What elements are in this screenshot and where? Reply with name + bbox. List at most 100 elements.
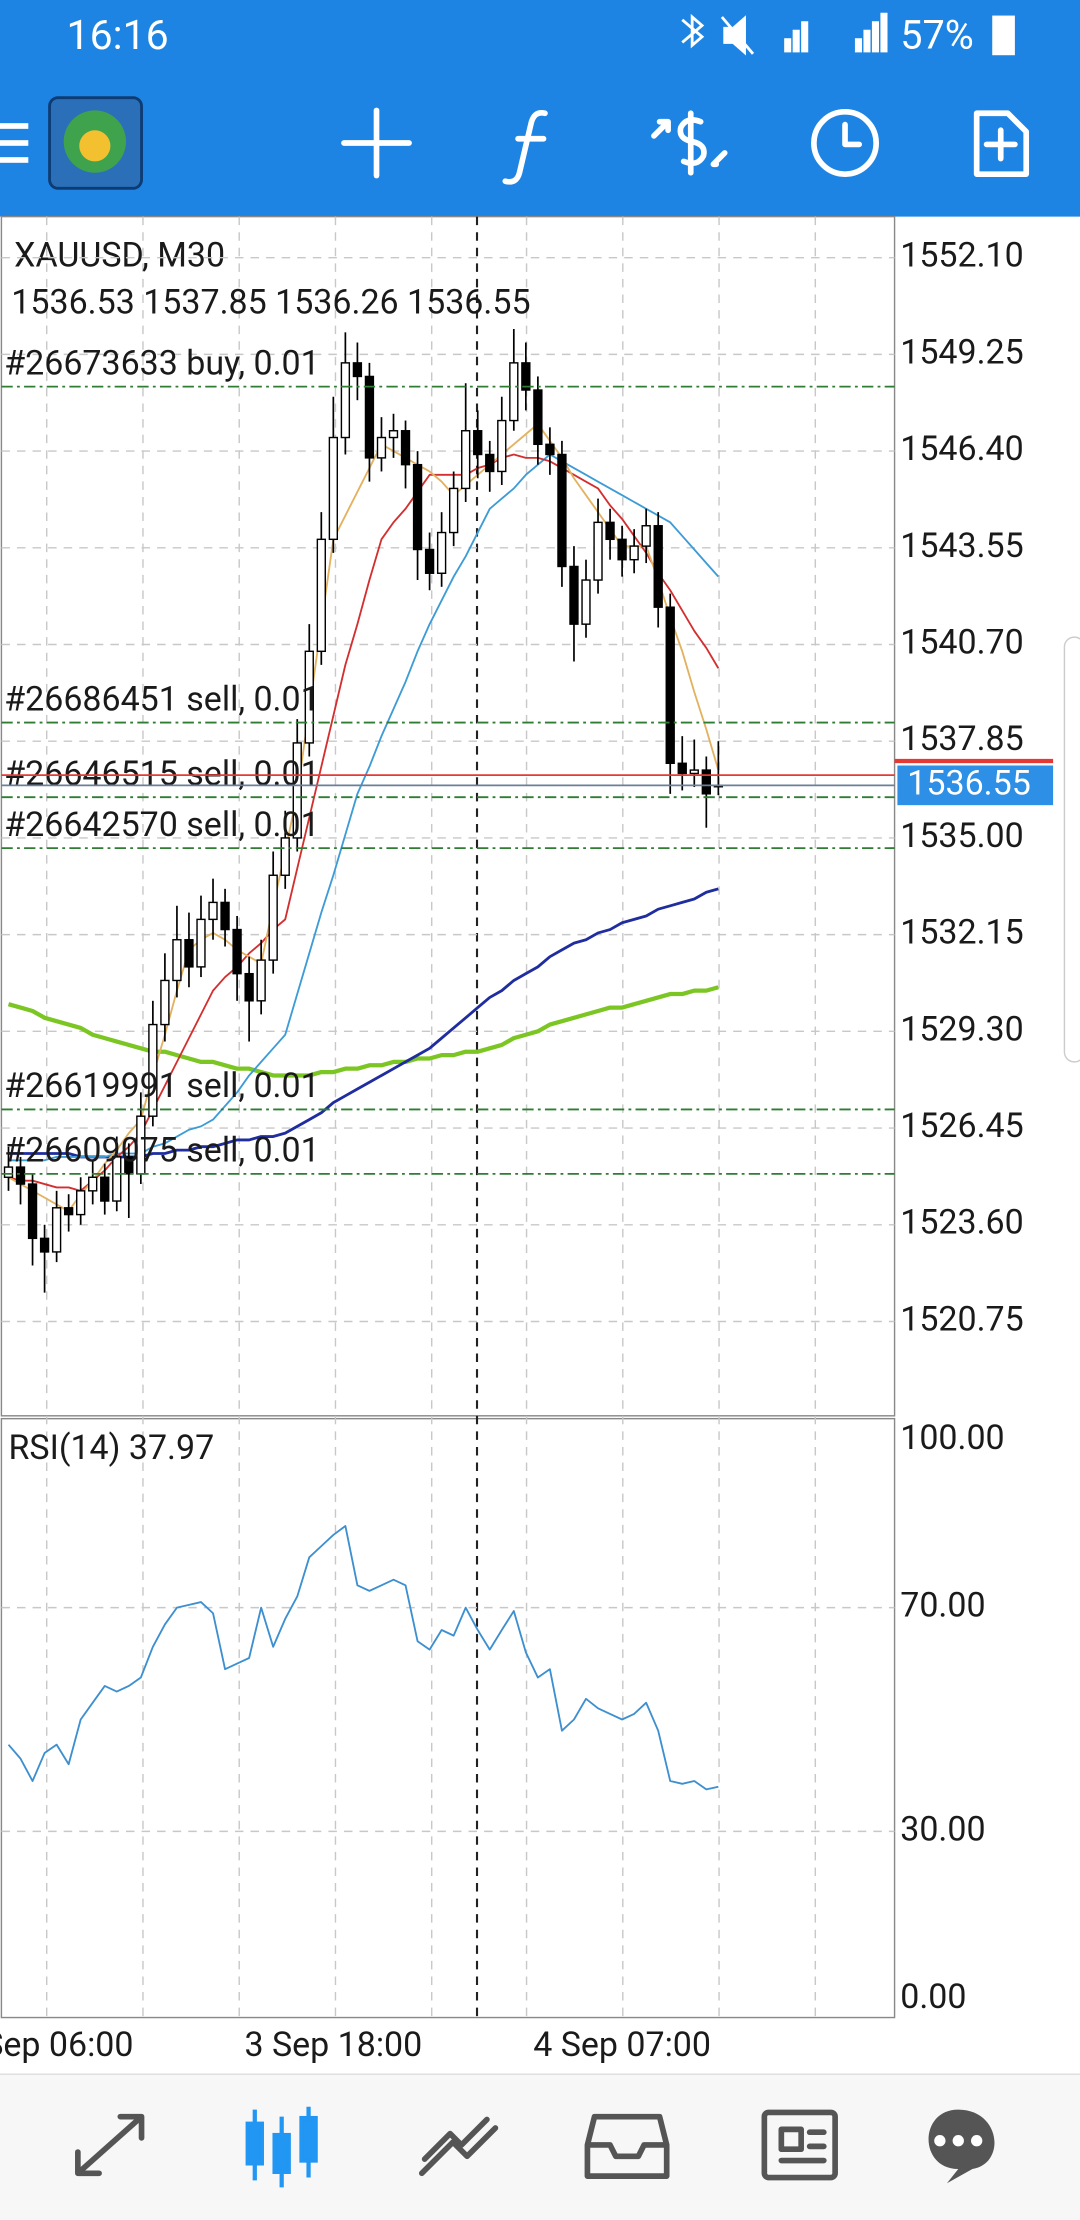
candle-body xyxy=(232,928,242,975)
chart-title: XAUUSD, M30 xyxy=(14,236,225,276)
candle-body xyxy=(677,762,687,775)
candle-body xyxy=(641,525,651,547)
indicator-line xyxy=(8,423,720,1213)
menu-button[interactable] xyxy=(0,123,29,163)
price-pane xyxy=(0,215,896,1417)
candle-body xyxy=(485,453,495,473)
trade-button[interactable] xyxy=(651,110,728,176)
status-icons xyxy=(681,12,1015,56)
y-tick-label: 30.00 xyxy=(900,1809,985,1849)
candle-body xyxy=(352,362,363,378)
y-tick-label: 1549.25 xyxy=(900,332,1024,372)
candle-body xyxy=(629,545,639,561)
candle-body xyxy=(376,436,387,459)
candle-body xyxy=(208,901,218,921)
candle-body xyxy=(148,1023,158,1117)
y-tick-label: 0.00 xyxy=(900,1977,966,2017)
candle-body xyxy=(15,1166,26,1185)
indicator-line xyxy=(7,985,719,1078)
candle-body xyxy=(184,939,194,968)
app-logo[interactable] xyxy=(48,96,143,190)
candle-body xyxy=(27,1183,38,1240)
indicator-line xyxy=(8,453,720,1162)
candle-body xyxy=(316,538,326,653)
candle-body xyxy=(51,1207,62,1253)
y-tick-label: 1529.30 xyxy=(900,1009,1024,1049)
candle-body xyxy=(581,579,591,625)
candle-body xyxy=(509,362,519,422)
candle-body xyxy=(617,538,627,561)
candle-body xyxy=(304,650,314,744)
order-label: #26619991 sell, 0.01 xyxy=(4,1066,319,1106)
indicators-button[interactable] xyxy=(502,109,548,185)
candle-body xyxy=(280,837,290,876)
candle-body xyxy=(220,901,230,931)
quotes-tab[interactable] xyxy=(75,2113,145,2177)
candle-body xyxy=(412,463,423,551)
candle-body xyxy=(436,531,447,574)
chat-tab[interactable] xyxy=(928,2109,995,2184)
candle-body xyxy=(665,606,675,764)
candle-body xyxy=(593,521,603,581)
rsi-title: RSI(14) 37.97 xyxy=(8,1428,214,1468)
candle-body xyxy=(63,1207,74,1216)
y-tick-label: 1523.60 xyxy=(900,1203,1024,1243)
x-tick-label: 4 Sep 07:00 xyxy=(533,2025,711,2065)
candle-body xyxy=(88,1176,98,1192)
candle-body xyxy=(340,362,351,439)
y-tick-label: 1540.70 xyxy=(900,622,1024,662)
candle-body xyxy=(569,565,579,625)
candle-body xyxy=(256,959,266,1002)
candle-body xyxy=(76,1190,86,1216)
candle-body xyxy=(3,1166,14,1178)
bottom-nav xyxy=(0,2074,1080,2220)
candle-body xyxy=(521,362,531,391)
x-tick-label: 3 Sep 18:00 xyxy=(244,2025,422,2065)
periods-button[interactable] xyxy=(811,109,880,177)
candle-body xyxy=(292,742,302,839)
candle-body xyxy=(497,419,507,473)
new-order-button[interactable] xyxy=(973,110,1030,177)
candle-body xyxy=(400,430,411,466)
candle-body xyxy=(196,918,206,968)
side-handle[interactable] xyxy=(1063,636,1080,1063)
candle-body xyxy=(364,375,375,459)
order-label: #26673633 buy, 0.01 xyxy=(4,343,319,383)
candle-body xyxy=(545,443,555,456)
candle-body xyxy=(448,487,459,534)
candle-body xyxy=(701,769,711,795)
y-tick-label: 1526.45 xyxy=(900,1106,1024,1146)
news-tab[interactable] xyxy=(761,2109,838,2181)
y-tick-label: 70.00 xyxy=(900,1586,985,1626)
candle-body xyxy=(605,521,615,541)
crosshair-button[interactable] xyxy=(341,107,412,179)
candle-body xyxy=(328,436,339,541)
history-tab[interactable] xyxy=(584,2113,670,2179)
app-bar xyxy=(0,0,1080,217)
order-label: #26686451 sell, 0.01 xyxy=(4,679,319,719)
candle-body xyxy=(424,548,435,574)
indicator-line xyxy=(7,1525,719,1791)
y-tick-label: 1552.10 xyxy=(900,236,1024,276)
candle-body xyxy=(160,979,170,1026)
trade-tab[interactable] xyxy=(418,2116,499,2177)
y-tick-label: 1546.40 xyxy=(900,429,1024,469)
rsi-pane xyxy=(0,1417,896,2019)
candle-body xyxy=(689,769,699,775)
candle-body xyxy=(268,874,278,961)
x-tick-label: 3 Sep 06:00 xyxy=(0,2025,133,2065)
indicator-line xyxy=(8,453,720,1192)
chart-tab[interactable] xyxy=(245,2106,318,2188)
status-time: 16:16 xyxy=(67,12,169,60)
order-label: #26609075 sell, 0.01 xyxy=(4,1131,319,1171)
candle-body xyxy=(172,939,182,982)
order-label: #26642570 sell, 0.01 xyxy=(4,805,319,845)
ohlc-values: 1536.53 1537.85 1536.26 1536.55 xyxy=(11,282,530,322)
candle-body xyxy=(124,1156,134,1175)
candle-body xyxy=(388,430,399,439)
bid-label-box xyxy=(897,765,1054,806)
y-tick-label: 1532.15 xyxy=(900,913,1024,953)
candle-body xyxy=(100,1176,110,1202)
